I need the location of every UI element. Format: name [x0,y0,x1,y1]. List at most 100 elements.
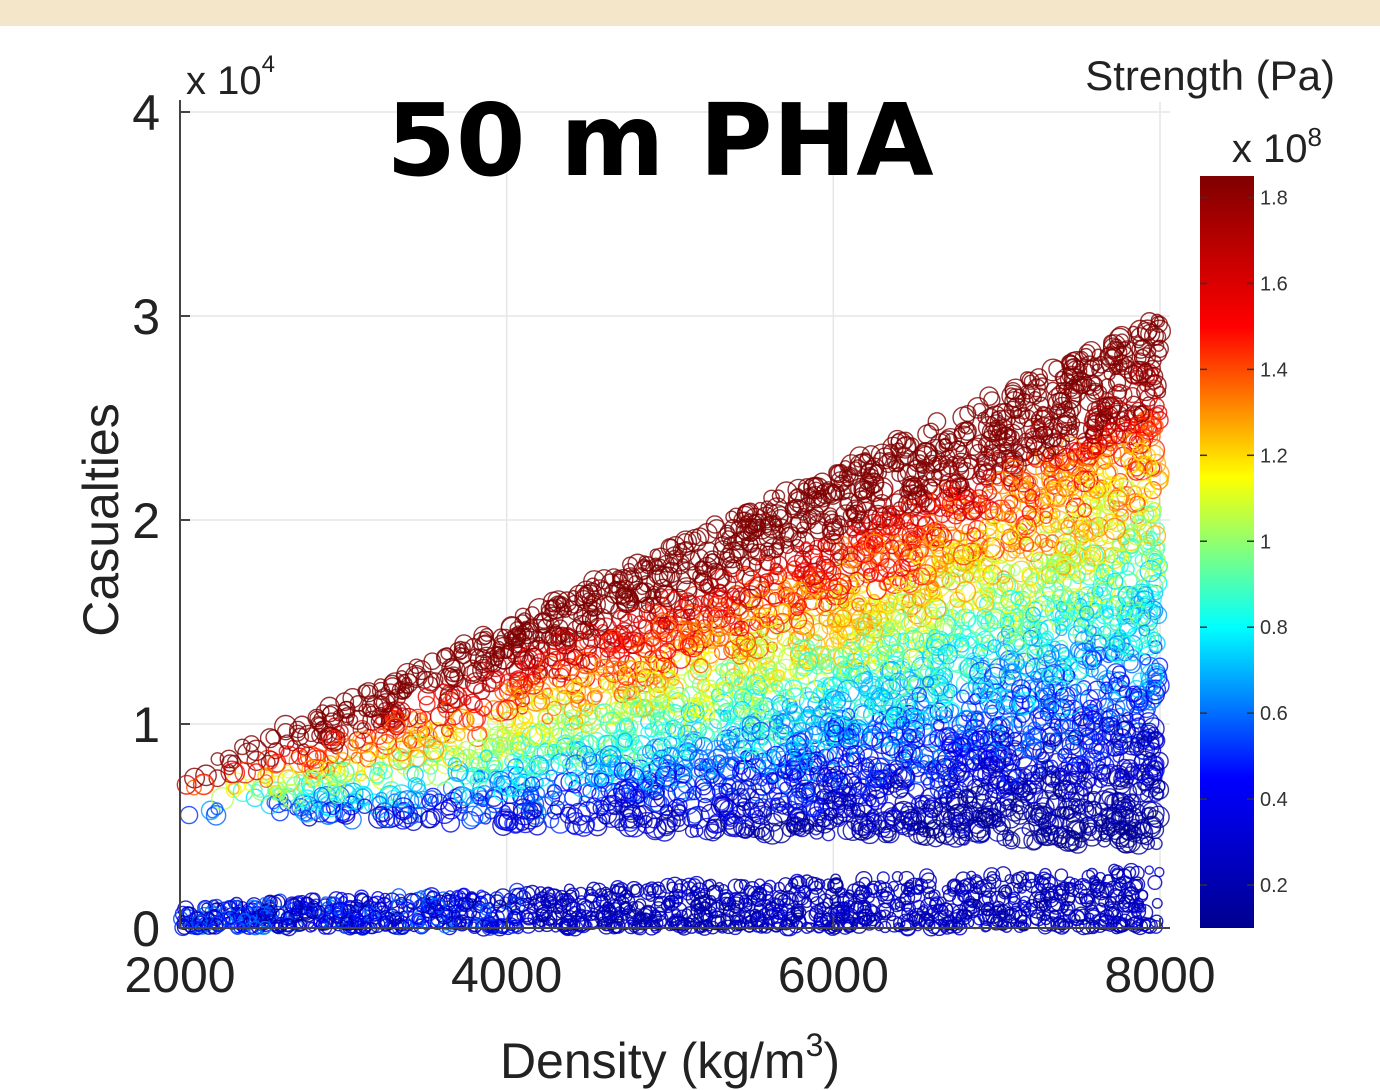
data-point [1145,460,1163,478]
data-point [992,573,1016,597]
data-point [1143,565,1166,588]
data-point [433,899,447,913]
data-point [592,666,608,681]
data-point [1140,312,1159,331]
data-point [898,870,915,887]
data-point [479,906,493,920]
data-point [1033,875,1050,892]
data-point [1093,913,1110,931]
data-point [448,899,462,914]
data-point [972,494,992,514]
data-point [1022,567,1040,586]
data-point [246,750,267,772]
data-point [258,896,271,909]
data-point [645,635,662,652]
data-point [906,568,920,583]
data-point [519,809,540,830]
data-point [816,901,831,916]
data-point [520,908,538,926]
data-point [941,884,952,895]
data-point [1101,788,1119,806]
data-point [954,608,976,630]
data-point [819,541,843,565]
data-point [1105,478,1124,497]
data-point [319,696,340,717]
data-point [722,905,735,918]
data-point [518,886,536,903]
data-point [947,879,962,893]
data-point [1055,488,1074,507]
data-point [670,722,685,737]
data-point [901,614,921,634]
data-point [907,888,922,903]
data-point [237,742,260,765]
data-point [381,781,402,801]
data-point [1045,479,1062,495]
data-point [479,812,492,825]
data-point [778,795,792,810]
data-point [989,890,1006,908]
data-point [1072,474,1096,498]
data-point [986,870,998,882]
data-point [934,667,952,685]
data-point [1121,894,1135,908]
data-point [320,896,331,907]
data-point [483,700,504,720]
data-point [865,789,887,811]
data-point [666,549,682,565]
data-point [331,901,349,919]
data-point [1101,530,1115,545]
data-point [937,455,951,469]
data-point [319,726,343,750]
data-point [1099,829,1112,843]
data-point [805,876,819,890]
data-point [934,699,954,719]
data-point [1148,573,1168,593]
data-point [941,493,963,514]
data-point [775,713,791,729]
data-point [520,917,537,934]
data-point [1108,863,1121,876]
data-point [559,806,577,824]
data-point [970,882,982,895]
data-point [776,801,790,815]
data-point [899,892,912,906]
data-point [902,530,922,550]
data-point [1067,785,1089,807]
data-point [481,671,503,693]
data-point [773,881,786,894]
data-point [264,895,277,908]
data-point [1025,448,1043,465]
data-point [441,658,462,679]
data-point [601,749,619,766]
data-point [1085,900,1096,911]
data-point [324,904,335,915]
data-point [1122,886,1140,904]
data-point [448,894,461,907]
data-point [1144,865,1154,875]
data-point [862,891,875,904]
data-point [1127,833,1150,855]
data-point [1085,650,1102,668]
data-point [689,823,704,838]
data-point [315,917,330,932]
data-point [408,658,425,675]
data-point [728,907,746,924]
data-point [602,901,613,911]
data-point [395,801,413,819]
data-point [582,920,593,931]
data-point [1131,878,1144,891]
data-point [1028,891,1046,909]
data-point [830,905,846,922]
data-point [621,781,643,803]
data-point [263,750,280,768]
data-point [368,806,390,829]
data-point [1081,639,1094,651]
data-point [428,910,444,926]
data-point [604,568,624,587]
data-point [706,519,727,539]
data-point [191,914,208,931]
data-point [699,725,714,741]
data-point [237,900,248,912]
data-point [928,896,945,913]
